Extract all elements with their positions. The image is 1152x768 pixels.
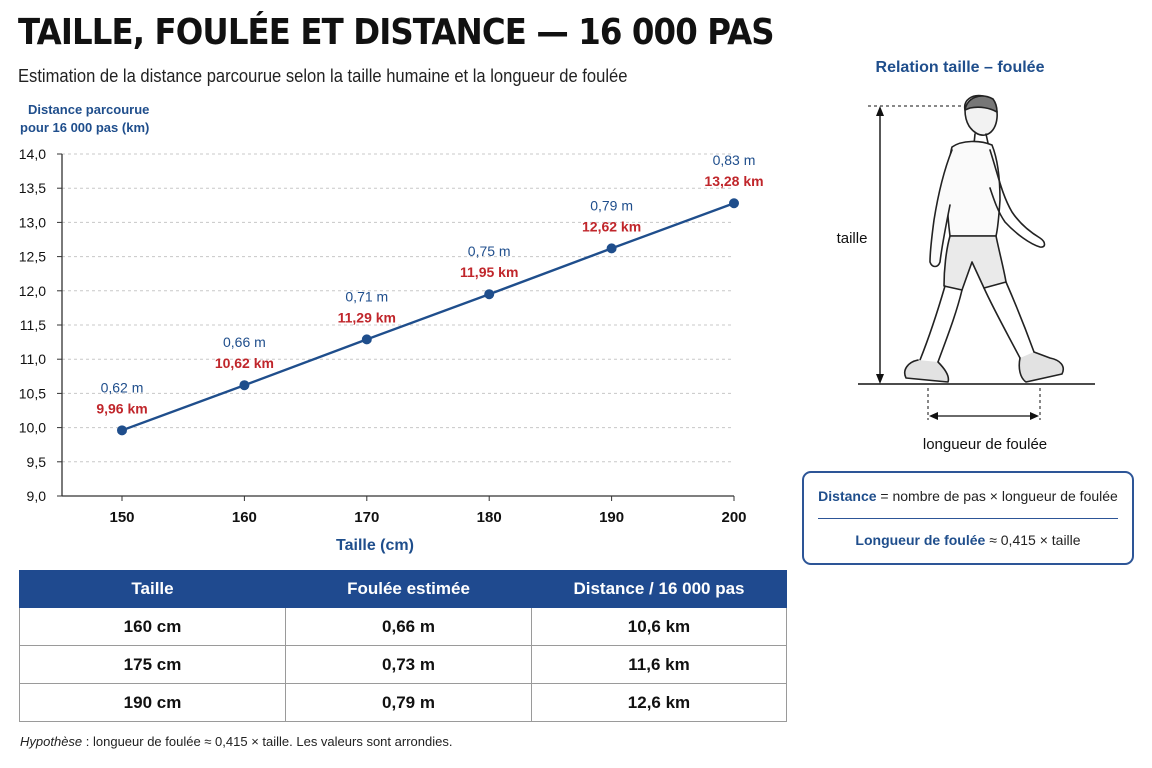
stride-dimension-line — [927, 388, 1041, 420]
table-header-foulee: Foulée estimée — [285, 570, 532, 608]
x-tick-label: 200 — [721, 509, 746, 526]
x-tick-label: 190 — [599, 509, 624, 526]
y-tick-label: 9,5 — [27, 454, 47, 470]
y-axis-title: Distance parcourue pour 16 000 pas (km) — [20, 102, 149, 135]
y-tick-label: 13,5 — [19, 180, 46, 196]
page-subtitle: Estimation de la distance parcourue selo… — [18, 66, 628, 86]
y-tick-label: 10,0 — [19, 420, 46, 436]
table-cell-foulee: 0,79 m — [285, 683, 532, 722]
y-tick-label: 9,0 — [27, 488, 47, 504]
y-tick-label: 12,0 — [19, 283, 46, 299]
formula-stride-rest: ≈ 0,415 × taille — [985, 532, 1081, 548]
data-label-distance: 11,29 km — [338, 309, 396, 325]
x-axis-title: Taille (cm) — [336, 537, 414, 554]
table-row: 190 cm 0,79 m 12,6 km — [19, 683, 787, 722]
distance-line-chart: Distance parcourue pour 16 000 pas (km) 9… — [19, 102, 764, 554]
walking-person-illustration — [903, 94, 1065, 383]
y-tick-label: 13,0 — [19, 214, 46, 230]
data-label-foulee: 0,66 m — [223, 334, 266, 350]
data-label-foulee: 0,62 m — [101, 379, 144, 395]
formula-distance-term: Distance — [818, 488, 877, 504]
x-axis-ticks: 150 160 170 180 190 200 — [109, 496, 747, 526]
table-header-row: Taille Foulée estimée Distance / 16 000 … — [19, 570, 787, 608]
data-label-foulee: 0,83 m — [713, 152, 756, 168]
footnote-label: Hypothèse — [20, 734, 83, 749]
y-tick-label: 11,0 — [20, 351, 46, 367]
data-point — [239, 380, 250, 391]
chart-grid — [62, 153, 734, 463]
data-label-distance: 11,95 km — [460, 264, 518, 280]
y-axis-title-line: Distance parcourue — [28, 102, 149, 117]
figure-title: Relation taille – foulée — [875, 59, 1045, 76]
data-label-distance: 9,96 km — [96, 400, 147, 416]
x-tick-label: 150 — [109, 509, 134, 526]
data-label-distance: 13,28 km — [704, 173, 763, 189]
x-tick-label: 180 — [477, 509, 502, 526]
data-point — [361, 334, 372, 345]
table-cell-distance: 12,6 km — [531, 683, 787, 722]
data-point — [606, 243, 617, 254]
x-tick-label: 160 — [232, 509, 257, 526]
table-cell-taille: 160 cm — [19, 607, 286, 646]
page-title: TAILLE, FOULÉE ET DISTANCE — 16 000 PAS — [18, 12, 775, 53]
table-cell-distance: 11,6 km — [531, 645, 787, 684]
formula-box: Distance = nombre de pas × longueur de f… — [802, 471, 1134, 565]
data-point — [484, 289, 495, 300]
y-axis-title-line: pour 16 000 pas (km) — [20, 120, 149, 135]
table-cell-distance: 10,6 km — [531, 607, 787, 646]
table-row: 160 cm 0,66 m 10,6 km — [19, 607, 787, 646]
y-tick-label: 14,0 — [19, 146, 46, 162]
stride-label: longueur de foulée — [923, 436, 1047, 453]
series-line — [121, 202, 735, 432]
table-cell-foulee: 0,73 m — [285, 645, 532, 684]
footnote-text: : longueur de foulée ≈ 0,415 × taille. L… — [82, 734, 453, 749]
formula-stride-term: Longueur de foulée — [855, 532, 986, 548]
y-axis-ticks: 9,0 9,5 10,0 10,5 11,0 11,5 12,0 12,5 13,0 13,5 14… — [19, 146, 62, 504]
y-tick-label: 11,5 — [20, 317, 46, 333]
data-labels: 0,62 m 9,96 km 0,66 m 10,62 km 0,71 m 11,29 k… — [96, 152, 763, 416]
summary-table: Taille Foulée estimée Distance / 16 000 … — [19, 570, 787, 722]
table-header-taille: Taille — [19, 570, 286, 608]
data-label-foulee: 0,71 m — [345, 288, 388, 304]
data-label-distance: 10,62 km — [215, 355, 274, 371]
height-label: taille — [837, 230, 868, 247]
data-point — [729, 198, 739, 209]
formula-distance: Distance = nombre de pas × longueur de f… — [804, 488, 1132, 504]
x-tick-label: 170 — [354, 509, 379, 526]
y-tick-label: 10,5 — [19, 385, 46, 401]
series-distance — [117, 198, 739, 436]
table-cell-foulee: 0,66 m — [285, 607, 532, 646]
formula-stride: Longueur de foulée ≈ 0,415 × taille — [804, 532, 1132, 548]
table-row: 175 cm 0,73 m 11,6 km — [19, 645, 787, 684]
data-label-foulee: 0,75 m — [468, 243, 511, 259]
data-label-foulee: 0,79 m — [590, 197, 633, 213]
footnote: Hypothèse : longueur de foulée ≈ 0,415 ×… — [20, 734, 452, 749]
table-header-distance: Distance / 16 000 pas — [531, 570, 787, 608]
table-cell-taille: 175 cm — [19, 645, 286, 684]
formula-distance-rest: = nombre de pas × longueur de foulée — [876, 488, 1118, 504]
y-tick-label: 12,5 — [19, 249, 46, 265]
data-label-distance: 12,62 km — [582, 218, 641, 234]
height-stride-figure: taille longueur de foulée — [837, 94, 1095, 453]
data-point — [117, 425, 127, 436]
table-cell-taille: 190 cm — [19, 683, 286, 722]
formula-separator — [818, 518, 1118, 519]
